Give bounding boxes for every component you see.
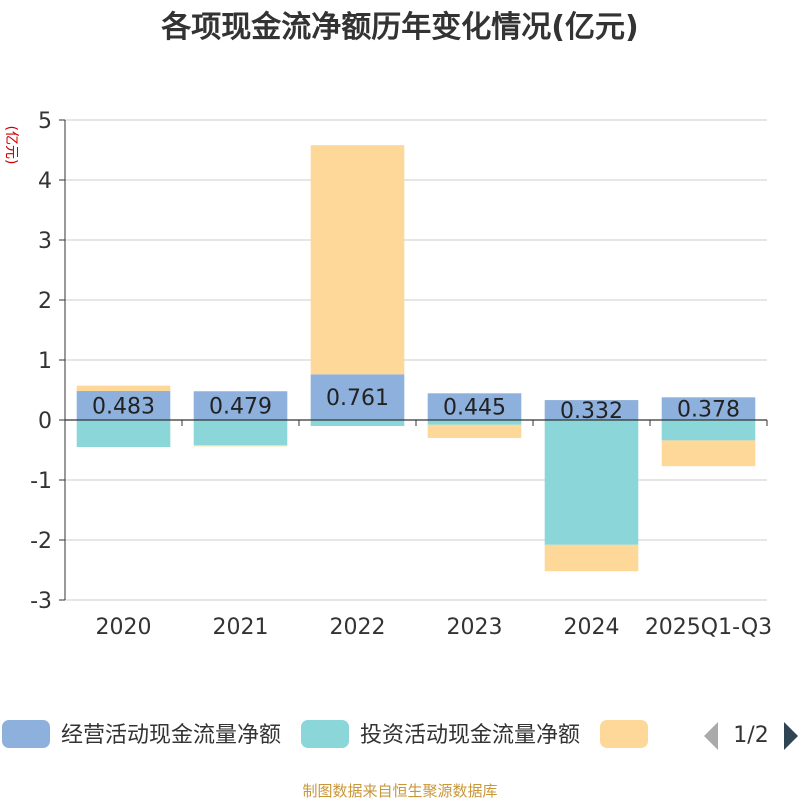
legend-label-1[interactable]: 投资活动现金流量净额 <box>360 723 580 748</box>
y-tick-label: -3 <box>30 589 52 614</box>
legend-swatch-2[interactable] <box>600 720 648 748</box>
data-labels: 0.483 0.479 0.761 0.445 0.332 0.378 <box>92 386 740 424</box>
data-label: 0.761 <box>326 386 389 411</box>
x-tick-label: 2020 <box>96 615 152 640</box>
x-tick-label: 2022 <box>330 615 386 640</box>
legend-next-icon[interactable] <box>784 722 798 750</box>
bar-series-0-5 <box>661 397 756 420</box>
legend-prev-icon[interactable] <box>704 722 718 750</box>
bar-series-0-4 <box>544 400 639 420</box>
bar-series-2-5 <box>661 440 756 467</box>
y-tick-label: 1 <box>38 349 52 374</box>
y-tick-label: -1 <box>30 469 52 494</box>
bar-series-1-2 <box>310 420 405 426</box>
x-tick-labels: 2020 2021 2022 2023 2024 2025Q1-Q3 <box>96 615 773 640</box>
bar-series-0-2 <box>310 374 405 420</box>
legend-swatch-1[interactable] <box>301 720 349 748</box>
bar-series-1-3 <box>427 420 522 425</box>
legend-page-indicator: 1/2 <box>733 723 768 748</box>
bars <box>76 145 756 572</box>
bar-series-1-0 <box>76 420 171 447</box>
chart-title: 各项现金流净额历年变化情况(亿元) <box>160 10 638 45</box>
bar-series-1-4 <box>544 420 639 545</box>
y-tick-label: 3 <box>38 229 52 254</box>
axes <box>64 120 768 600</box>
x-tick-label: 2023 <box>447 615 503 640</box>
data-source-note: 制图数据来自恒生聚源数据库 <box>302 782 497 800</box>
gridlines <box>59 119 767 601</box>
bar-series-1-1 <box>193 420 288 446</box>
y-axis-label: (亿元) <box>3 126 19 165</box>
data-label: 0.378 <box>677 398 740 423</box>
data-label: 0.445 <box>443 396 506 421</box>
x-tick-label: 2025Q1-Q3 <box>645 615 772 640</box>
legend-swatch-0[interactable] <box>2 720 50 748</box>
x-tick-label: 2024 <box>564 615 620 640</box>
legend-label-0[interactable]: 经营活动现金流量净额 <box>61 723 281 748</box>
bar-series-2-4 <box>544 544 639 572</box>
legend: 经营活动现金流量净额 投资活动现金流量净额 1/2 <box>2 720 798 750</box>
y-tick-label: 5 <box>38 109 52 134</box>
bar-series-2-2 <box>310 145 405 375</box>
bar-series-0-3 <box>427 393 522 420</box>
bar-series-2-1 <box>193 445 288 447</box>
data-label: 0.332 <box>560 399 623 424</box>
x-tick-label: 2021 <box>213 615 269 640</box>
y-tick-labels: -3 -2 -1 0 1 2 3 4 5 <box>30 109 52 614</box>
bar-series-0-0 <box>76 391 171 420</box>
bar-series-2-3 <box>427 424 522 438</box>
bar-series-1-5 <box>661 420 756 441</box>
y-tick-label: 4 <box>38 169 52 194</box>
bar-series-2-0 <box>76 385 171 392</box>
y-tick-label: 2 <box>38 289 52 314</box>
y-tick-label: -2 <box>30 529 52 554</box>
data-label: 0.483 <box>92 395 155 420</box>
bar-series-0-1 <box>193 391 288 420</box>
data-label: 0.479 <box>209 395 272 420</box>
y-tick-label: 0 <box>38 409 52 434</box>
